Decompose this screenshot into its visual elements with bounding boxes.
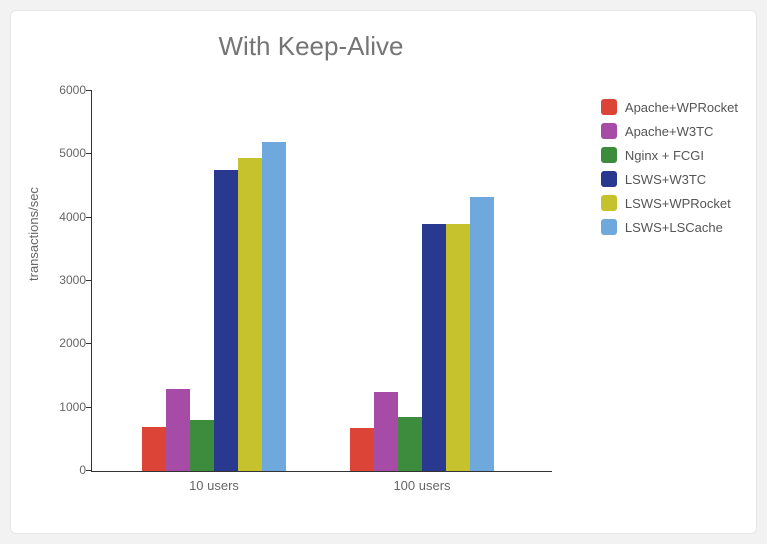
legend-label: LSWS+W3TC xyxy=(625,172,706,187)
ytick-label: 2000 xyxy=(42,336,86,350)
bar-lsws_w3tc-c10 xyxy=(214,170,238,471)
legend-swatch xyxy=(601,171,617,187)
ytick-label: 5000 xyxy=(42,146,86,160)
legend-swatch xyxy=(601,99,617,115)
legend-item: Nginx + FCGI xyxy=(601,147,738,163)
ytick-label: 4000 xyxy=(42,210,86,224)
bar-apache_wprocket-c10 xyxy=(142,427,166,471)
legend-swatch xyxy=(601,123,617,139)
bar-lsws_w3tc-c100 xyxy=(422,224,446,471)
ytick-mark xyxy=(86,153,92,154)
chart-title: With Keep-Alive xyxy=(11,31,611,62)
legend-item: LSWS+LSCache xyxy=(601,219,738,235)
ytick-label: 0 xyxy=(42,463,86,477)
ytick-mark xyxy=(86,343,92,344)
xcat-label: 10 users xyxy=(189,478,239,493)
legend-item: LSWS+W3TC xyxy=(601,171,738,187)
ytick-mark xyxy=(86,217,92,218)
bar-lsws_wprocket-c100 xyxy=(446,224,470,471)
bar-apache_wprocket-c100 xyxy=(350,428,374,471)
bar-apache_w3tc-c10 xyxy=(166,389,190,471)
bar-nginx_fcgi-c10 xyxy=(190,420,214,471)
legend-item: Apache+WPRocket xyxy=(601,99,738,115)
chart-card: With Keep-Alive transactions/sec 0 1000 … xyxy=(10,10,757,534)
bar-lsws_lscache-c100 xyxy=(470,197,494,471)
xcat-label: 100 users xyxy=(393,478,450,493)
legend-item: Apache+W3TC xyxy=(601,123,738,139)
legend-label: LSWS+LSCache xyxy=(625,220,723,235)
legend-label: Apache+WPRocket xyxy=(625,100,738,115)
legend-swatch xyxy=(601,147,617,163)
bar-apache_w3tc-c100 xyxy=(374,392,398,471)
plot-area: 0 1000 2000 3000 4000 5000 6000 10 users… xyxy=(91,91,552,472)
ytick-label: 3000 xyxy=(42,273,86,287)
legend-swatch xyxy=(601,195,617,211)
ytick-label: 1000 xyxy=(42,400,86,414)
ytick-mark xyxy=(86,280,92,281)
legend-label: Nginx + FCGI xyxy=(625,148,704,163)
y-axis-label: transactions/sec xyxy=(26,187,41,281)
ytick-label: 6000 xyxy=(42,83,86,97)
ytick-mark xyxy=(86,407,92,408)
bar-lsws_wprocket-c10 xyxy=(238,158,262,472)
legend-swatch xyxy=(601,219,617,235)
bar-lsws_lscache-c10 xyxy=(262,142,286,471)
legend-item: LSWS+WPRocket xyxy=(601,195,738,211)
legend: Apache+WPRocket Apache+W3TC Nginx + FCGI… xyxy=(601,99,738,243)
ytick-mark xyxy=(86,470,92,471)
ytick-mark xyxy=(86,90,92,91)
legend-label: LSWS+WPRocket xyxy=(625,196,731,211)
legend-label: Apache+W3TC xyxy=(625,124,714,139)
bar-nginx_fcgi-c100 xyxy=(398,417,422,471)
